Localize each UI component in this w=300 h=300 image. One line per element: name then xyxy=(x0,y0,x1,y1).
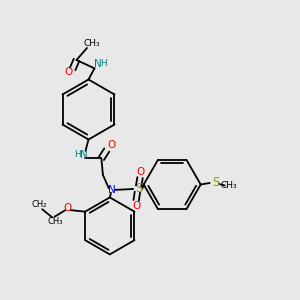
Text: CH₃: CH₃ xyxy=(48,217,64,226)
Text: CH₂: CH₂ xyxy=(32,200,47,209)
Text: S: S xyxy=(135,182,142,196)
Text: O: O xyxy=(64,203,72,213)
Text: CH₃: CH₃ xyxy=(83,39,100,48)
Text: S: S xyxy=(213,176,220,190)
Text: O: O xyxy=(64,67,72,77)
Text: N: N xyxy=(80,150,87,160)
Text: N: N xyxy=(94,58,101,69)
Text: H: H xyxy=(74,150,81,159)
Text: CH₃: CH₃ xyxy=(220,181,237,190)
Text: N: N xyxy=(108,185,116,195)
Text: O: O xyxy=(132,201,140,211)
Text: O: O xyxy=(107,140,116,151)
Text: O: O xyxy=(136,167,144,177)
Text: H: H xyxy=(100,59,107,68)
